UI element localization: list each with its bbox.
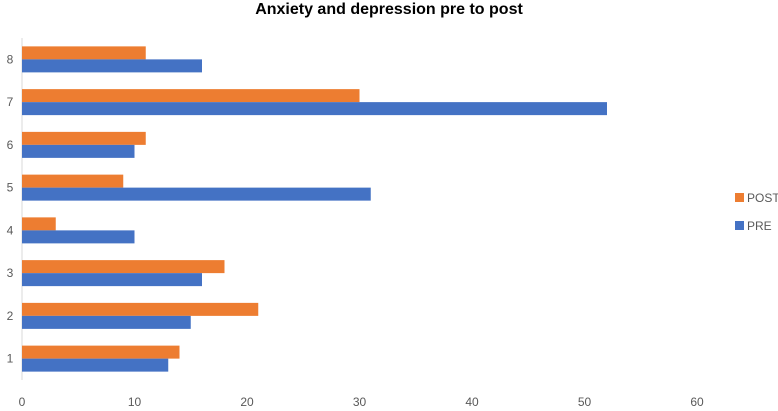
bar-pre-7 <box>22 102 607 116</box>
x-tick-label: 50 <box>578 395 592 409</box>
chart-title: Anxiety and depression pre to post <box>255 1 523 18</box>
bar-post-2 <box>22 302 259 316</box>
bar-pre-8 <box>22 59 202 73</box>
bar-post-7 <box>22 89 360 103</box>
x-tick-label: 40 <box>465 395 479 409</box>
bar-pre-2 <box>22 315 191 329</box>
bar-pre-3 <box>22 273 202 287</box>
legend-swatch-post <box>735 193 744 202</box>
x-tick-label: 30 <box>353 395 367 409</box>
y-tick-label: 5 <box>7 181 14 195</box>
x-tick-label: 0 <box>19 395 26 409</box>
y-tick-label: 1 <box>7 352 14 366</box>
legend: POST PRE <box>735 191 778 233</box>
bar-post-4 <box>22 217 56 231</box>
legend-label-post: POST <box>747 191 778 205</box>
y-tick-label: 7 <box>7 95 14 109</box>
y-tick-label: 3 <box>7 266 14 280</box>
x-tick-label: 20 <box>240 395 254 409</box>
y-tick-label: 8 <box>7 52 14 66</box>
bar-post-1 <box>22 345 180 359</box>
plot-area: 1 2 3 4 5 6 7 8 0 10 20 30 40 50 60 <box>7 38 704 409</box>
bar-post-8 <box>22 46 146 60</box>
legend-label-pre: PRE <box>747 219 772 233</box>
bar-pre-6 <box>22 144 135 158</box>
bar-pre-4 <box>22 230 135 244</box>
x-tick-label: 10 <box>128 395 142 409</box>
bar-post-5 <box>22 174 124 188</box>
bar-post-6 <box>22 131 146 145</box>
bar-post-3 <box>22 260 225 274</box>
bar-pre-5 <box>22 187 371 201</box>
x-tick-label: 60 <box>690 395 704 409</box>
legend-swatch-pre <box>735 221 744 230</box>
y-tick-label: 2 <box>7 309 14 323</box>
y-tick-label: 4 <box>7 223 14 237</box>
bar-pre-1 <box>22 358 169 372</box>
y-tick-label: 6 <box>7 138 14 152</box>
